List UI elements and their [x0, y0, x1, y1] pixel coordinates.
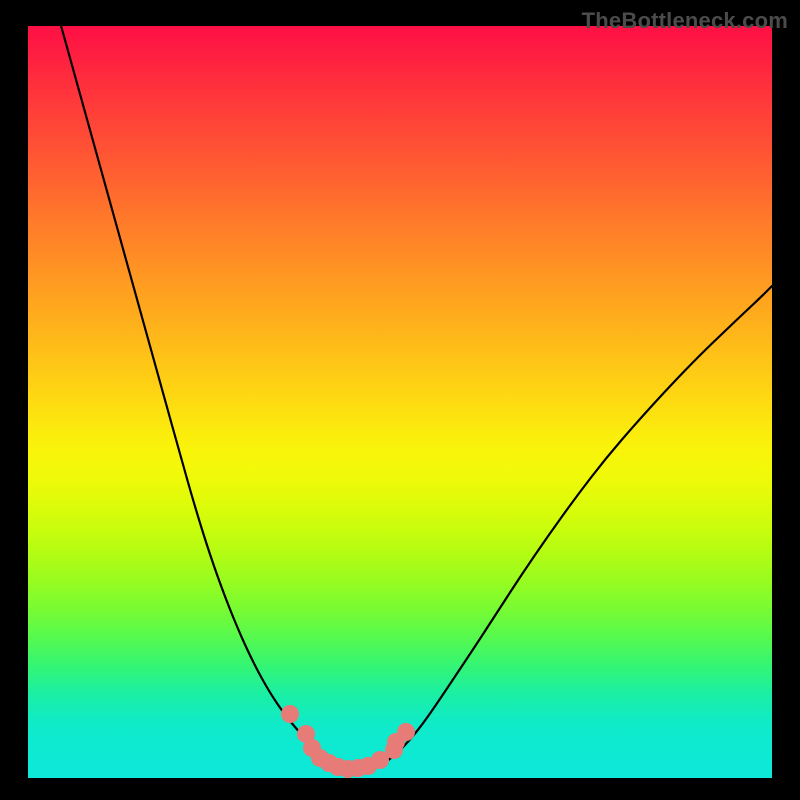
data-dot: [281, 705, 299, 723]
curve-svg: [0, 0, 800, 800]
bottleneck-curve: [60, 22, 772, 772]
data-dot: [397, 723, 415, 741]
watermark-text: TheBottleneck.com: [582, 8, 788, 34]
